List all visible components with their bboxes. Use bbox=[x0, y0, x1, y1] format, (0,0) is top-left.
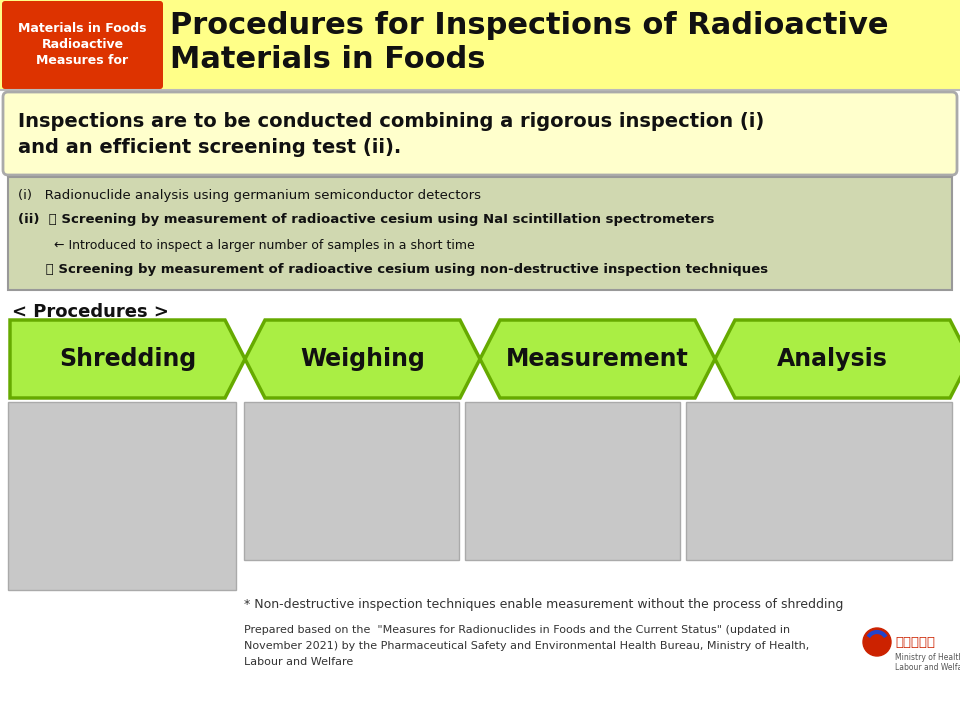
Text: Shredding: Shredding bbox=[59, 347, 196, 371]
FancyBboxPatch shape bbox=[686, 402, 952, 560]
Text: (i)   Radionuclide analysis using germanium semiconductor detectors: (i) Radionuclide analysis using germaniu… bbox=[18, 189, 481, 202]
Polygon shape bbox=[10, 320, 245, 398]
FancyBboxPatch shape bbox=[2, 1, 163, 89]
Text: Measurement: Measurement bbox=[506, 347, 689, 371]
Polygon shape bbox=[480, 320, 715, 398]
Text: 厚生労働省: 厚生労働省 bbox=[895, 636, 935, 649]
Polygon shape bbox=[715, 320, 960, 398]
FancyBboxPatch shape bbox=[3, 92, 957, 175]
Text: Inspections are to be conducted combining a rigorous inspection (i): Inspections are to be conducted combinin… bbox=[18, 112, 764, 131]
FancyBboxPatch shape bbox=[0, 0, 960, 90]
Circle shape bbox=[863, 628, 891, 656]
FancyBboxPatch shape bbox=[8, 177, 952, 290]
Text: Labour and Welfare: Labour and Welfare bbox=[895, 662, 960, 672]
Polygon shape bbox=[245, 320, 480, 398]
Text: Analysis: Analysis bbox=[777, 347, 888, 371]
Text: November 2021) by the Pharmaceutical Safety and Environmental Health Bureau, Min: November 2021) by the Pharmaceutical Saf… bbox=[244, 641, 809, 651]
Text: Labour and Welfare: Labour and Welfare bbox=[244, 657, 353, 667]
Text: Materials in Foods: Materials in Foods bbox=[170, 45, 486, 74]
Text: (ii)  ・ Screening by measurement of radioactive cesium using NaI scintillation s: (ii) ・ Screening by measurement of radio… bbox=[18, 214, 714, 227]
FancyBboxPatch shape bbox=[244, 402, 459, 560]
Text: ← Introduced to inspect a larger number of samples in a short time: ← Introduced to inspect a larger number … bbox=[18, 238, 475, 251]
Text: * Non-destructive inspection techniques enable measurement without the process o: * Non-destructive inspection techniques … bbox=[244, 598, 844, 611]
Text: Procedures for Inspections of Radioactive: Procedures for Inspections of Radioactiv… bbox=[170, 11, 889, 40]
Text: Ministry of Health,: Ministry of Health, bbox=[895, 654, 960, 662]
Text: Measures for: Measures for bbox=[36, 55, 129, 68]
Text: Materials in Foods: Materials in Foods bbox=[18, 22, 147, 35]
Text: Radioactive: Radioactive bbox=[41, 38, 124, 52]
FancyBboxPatch shape bbox=[8, 402, 236, 590]
FancyBboxPatch shape bbox=[465, 402, 680, 560]
Text: Prepared based on the  "Measures for Radionuclides in Foods and the Current Stat: Prepared based on the "Measures for Radi… bbox=[244, 625, 790, 635]
Text: Weighing: Weighing bbox=[300, 347, 425, 371]
Text: ・ Screening by measurement of radioactive cesium using non-destructive inspectio: ・ Screening by measurement of radioactiv… bbox=[18, 264, 768, 276]
Text: and an efficient screening test (ii).: and an efficient screening test (ii). bbox=[18, 138, 401, 157]
Text: < Procedures >: < Procedures > bbox=[12, 303, 169, 321]
